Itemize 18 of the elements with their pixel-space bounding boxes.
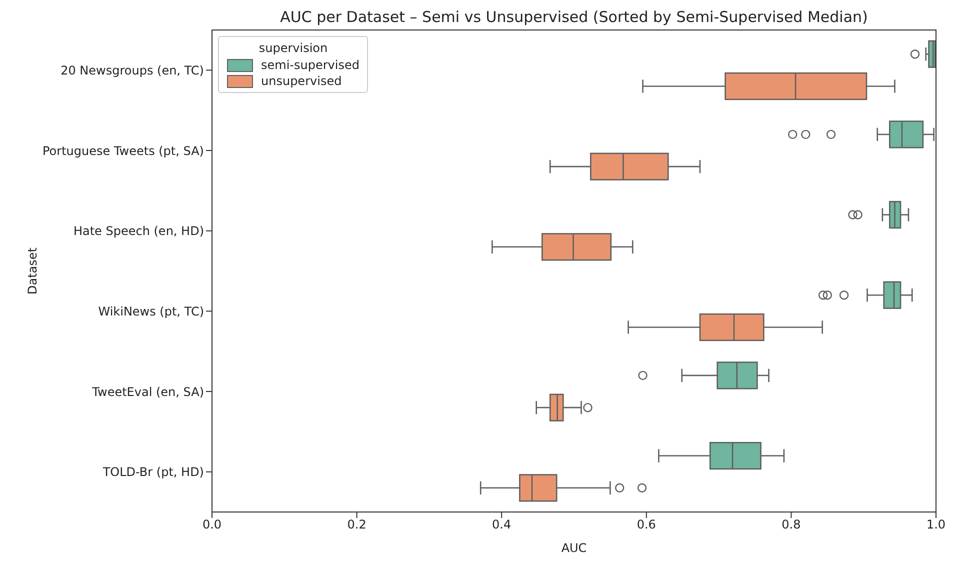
- chart-title: AUC per Dataset – Semi vs Unsupervised (Sorted by Semi-Supervised Median): [279, 8, 869, 26]
- legend-title: supervision: [258, 41, 329, 55]
- y-tick-label: TOLD-Br (pt, HD): [102, 465, 204, 480]
- y-tick-label: 20 Newsgroups (en, TC): [60, 63, 204, 78]
- x-tick-label: 0.0: [202, 518, 222, 532]
- x-tick-label: 1.0: [926, 518, 946, 532]
- y-tick-label: Hate Speech (en, HD): [73, 224, 204, 238]
- x-tick-label: 0.6: [636, 518, 656, 532]
- y-tick-label: WikiNews (pt, TC): [98, 304, 204, 318]
- y-tick-label: TweetEval (en, SA): [91, 384, 204, 399]
- x-tick-label: 0.8: [782, 518, 801, 532]
- x-axis-title: AUC: [561, 541, 587, 555]
- legend-label: semi-supervised: [261, 58, 360, 72]
- x-tick-label: 0.2: [347, 518, 366, 532]
- y-tick-label: Portuguese Tweets (pt, SA): [42, 144, 204, 158]
- legend-label: unsupervised: [261, 74, 342, 88]
- y-axis-title: Dataset: [25, 247, 40, 294]
- x-tick-label: 0.4: [492, 518, 512, 532]
